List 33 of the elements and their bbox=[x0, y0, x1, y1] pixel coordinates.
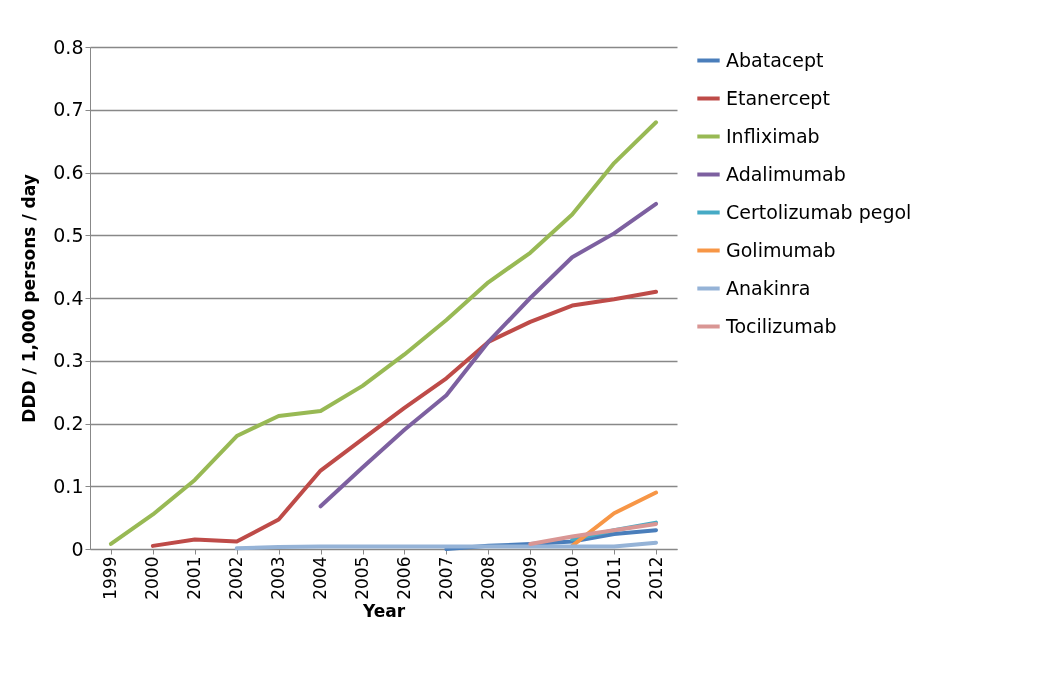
legend-label: Etanercept bbox=[726, 86, 830, 109]
x-tick-label: 2009 bbox=[519, 556, 540, 600]
y-tick-label: 0.4 bbox=[53, 286, 84, 309]
legend-label: Adalimumab bbox=[726, 162, 846, 185]
y-tick-label: 0.5 bbox=[53, 223, 84, 246]
legend-label: Certolizumab pegol bbox=[726, 200, 912, 223]
legend-label: Golimumab bbox=[726, 238, 836, 261]
legend-label: Infliximab bbox=[726, 124, 820, 147]
x-tick-label: 2003 bbox=[268, 556, 289, 600]
y-tick-label: 0 bbox=[71, 537, 84, 560]
y-tick-label: 0.3 bbox=[53, 349, 84, 372]
x-tick-label: 2004 bbox=[310, 556, 331, 600]
y-axis-title: DDD / 1,000 persons / day bbox=[19, 174, 40, 423]
legend-label: Tocilizumab bbox=[725, 314, 837, 337]
y-tick-label: 0.7 bbox=[53, 98, 84, 121]
x-tick-label: 2000 bbox=[142, 556, 163, 600]
legend-label: Anakinra bbox=[726, 276, 811, 299]
y-tick-label: 0.6 bbox=[53, 161, 84, 183]
x-tick-label: 2005 bbox=[352, 556, 373, 600]
x-tick-label: 2010 bbox=[561, 556, 582, 600]
x-tick-label: 2008 bbox=[477, 556, 498, 600]
x-tick-label: 2001 bbox=[184, 556, 205, 600]
x-tick-label: 2011 bbox=[603, 556, 624, 600]
x-axis-title: Year bbox=[361, 600, 406, 621]
x-tick-label: 2002 bbox=[226, 556, 247, 600]
x-tick-label: 1999 bbox=[100, 556, 121, 600]
y-tick-label: 0.1 bbox=[53, 474, 84, 497]
y-tick-label: 0.2 bbox=[53, 412, 84, 434]
x-tick-label: 2007 bbox=[435, 556, 456, 600]
y-tick-label: 0.8 bbox=[53, 35, 84, 58]
x-tick-label: 2006 bbox=[393, 556, 414, 600]
legend-label: Abatacept bbox=[726, 48, 824, 71]
x-tick-label: 2012 bbox=[645, 556, 666, 600]
